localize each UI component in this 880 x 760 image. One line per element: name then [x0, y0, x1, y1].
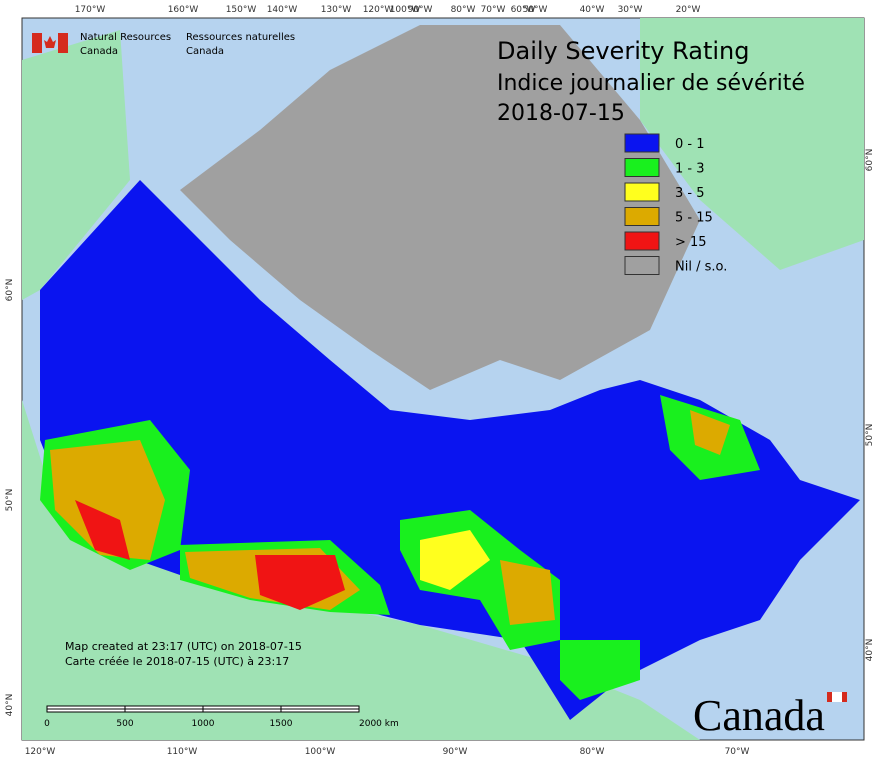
flag-bar — [32, 33, 42, 53]
graticule-label: 160°W — [168, 5, 199, 15]
graticule-label: 140°W — [267, 5, 298, 15]
graticule-label: 50°W — [523, 5, 548, 15]
graticule-label: 50°N — [5, 489, 15, 512]
legend-label: 3 - 5 — [675, 186, 705, 201]
graticule-label: 90°W — [408, 5, 433, 15]
graticule-label: 100°W — [305, 747, 336, 757]
graticule-label: 90°W — [443, 747, 468, 757]
graticule-label: 50°N — [865, 424, 875, 447]
graticule-label: 60°W — [511, 5, 536, 15]
legend-swatch — [624, 256, 660, 275]
graticule-label: 100°W — [390, 5, 421, 15]
graticule-label: 80°W — [451, 5, 476, 15]
note: Carte créée le 2018-07-15 (UTC) à 23:17 — [65, 655, 289, 668]
graticule-label: 60°N — [865, 149, 875, 172]
legend-swatch — [624, 133, 660, 153]
legend-label: 0 - 1 — [675, 137, 705, 152]
legend-swatch — [624, 158, 660, 177]
title: Daily Severity Rating — [497, 37, 749, 65]
graticule-label: 80°W — [580, 747, 605, 757]
graticule-label: 70°W — [481, 5, 506, 15]
agency-fr: Canada — [186, 46, 224, 57]
graticule-label: 150°W — [226, 5, 257, 15]
scale-label: 0 — [44, 719, 50, 729]
legend-swatch — [624, 231, 660, 251]
graticule-label: 40°N — [5, 694, 15, 717]
note: Map created at 23:17 (UTC) on 2018-07-15 — [65, 640, 302, 653]
wordmark-flag-center — [832, 692, 842, 702]
scale-label: 1500 — [270, 719, 293, 729]
legend-label: 5 - 15 — [675, 211, 713, 226]
graticule-label: 130°W — [321, 5, 352, 15]
legend-swatch — [624, 207, 660, 226]
graticule-label: 30°W — [618, 5, 643, 15]
graticule-label: 40°N — [865, 639, 875, 662]
graticule-label: 60°N — [5, 279, 15, 302]
agency-en: Natural Resources — [80, 32, 171, 43]
scale-label: 1000 — [192, 719, 215, 729]
graticule-label: 170°W — [75, 5, 106, 15]
date: 2018-07-15 — [497, 101, 625, 126]
flag-bar — [58, 33, 68, 53]
graticule-label: 110°W — [167, 747, 198, 757]
scale-label: 2000 km — [359, 719, 399, 729]
wordmark: Canada — [693, 691, 825, 740]
graticule-label: 40°W — [580, 5, 605, 15]
graticule-label: 120°W — [363, 5, 394, 15]
graticule-label: 20°W — [676, 5, 701, 15]
flag-leaf — [44, 36, 56, 48]
agency-en: Canada — [80, 46, 118, 57]
graticule-label: 120°W — [25, 747, 56, 757]
legend-label: 1 - 3 — [675, 162, 705, 177]
agency-fr: Ressources naturelles — [186, 32, 295, 43]
graticule-label: 70°W — [725, 747, 750, 757]
scale-label: 500 — [116, 719, 133, 729]
legend-label: > 15 — [675, 235, 707, 250]
legend-swatch — [624, 182, 660, 202]
land — [22, 18, 864, 740]
legend-label: Nil / s.o. — [675, 260, 727, 275]
title: Indice journalier de sévérité — [497, 71, 805, 96]
